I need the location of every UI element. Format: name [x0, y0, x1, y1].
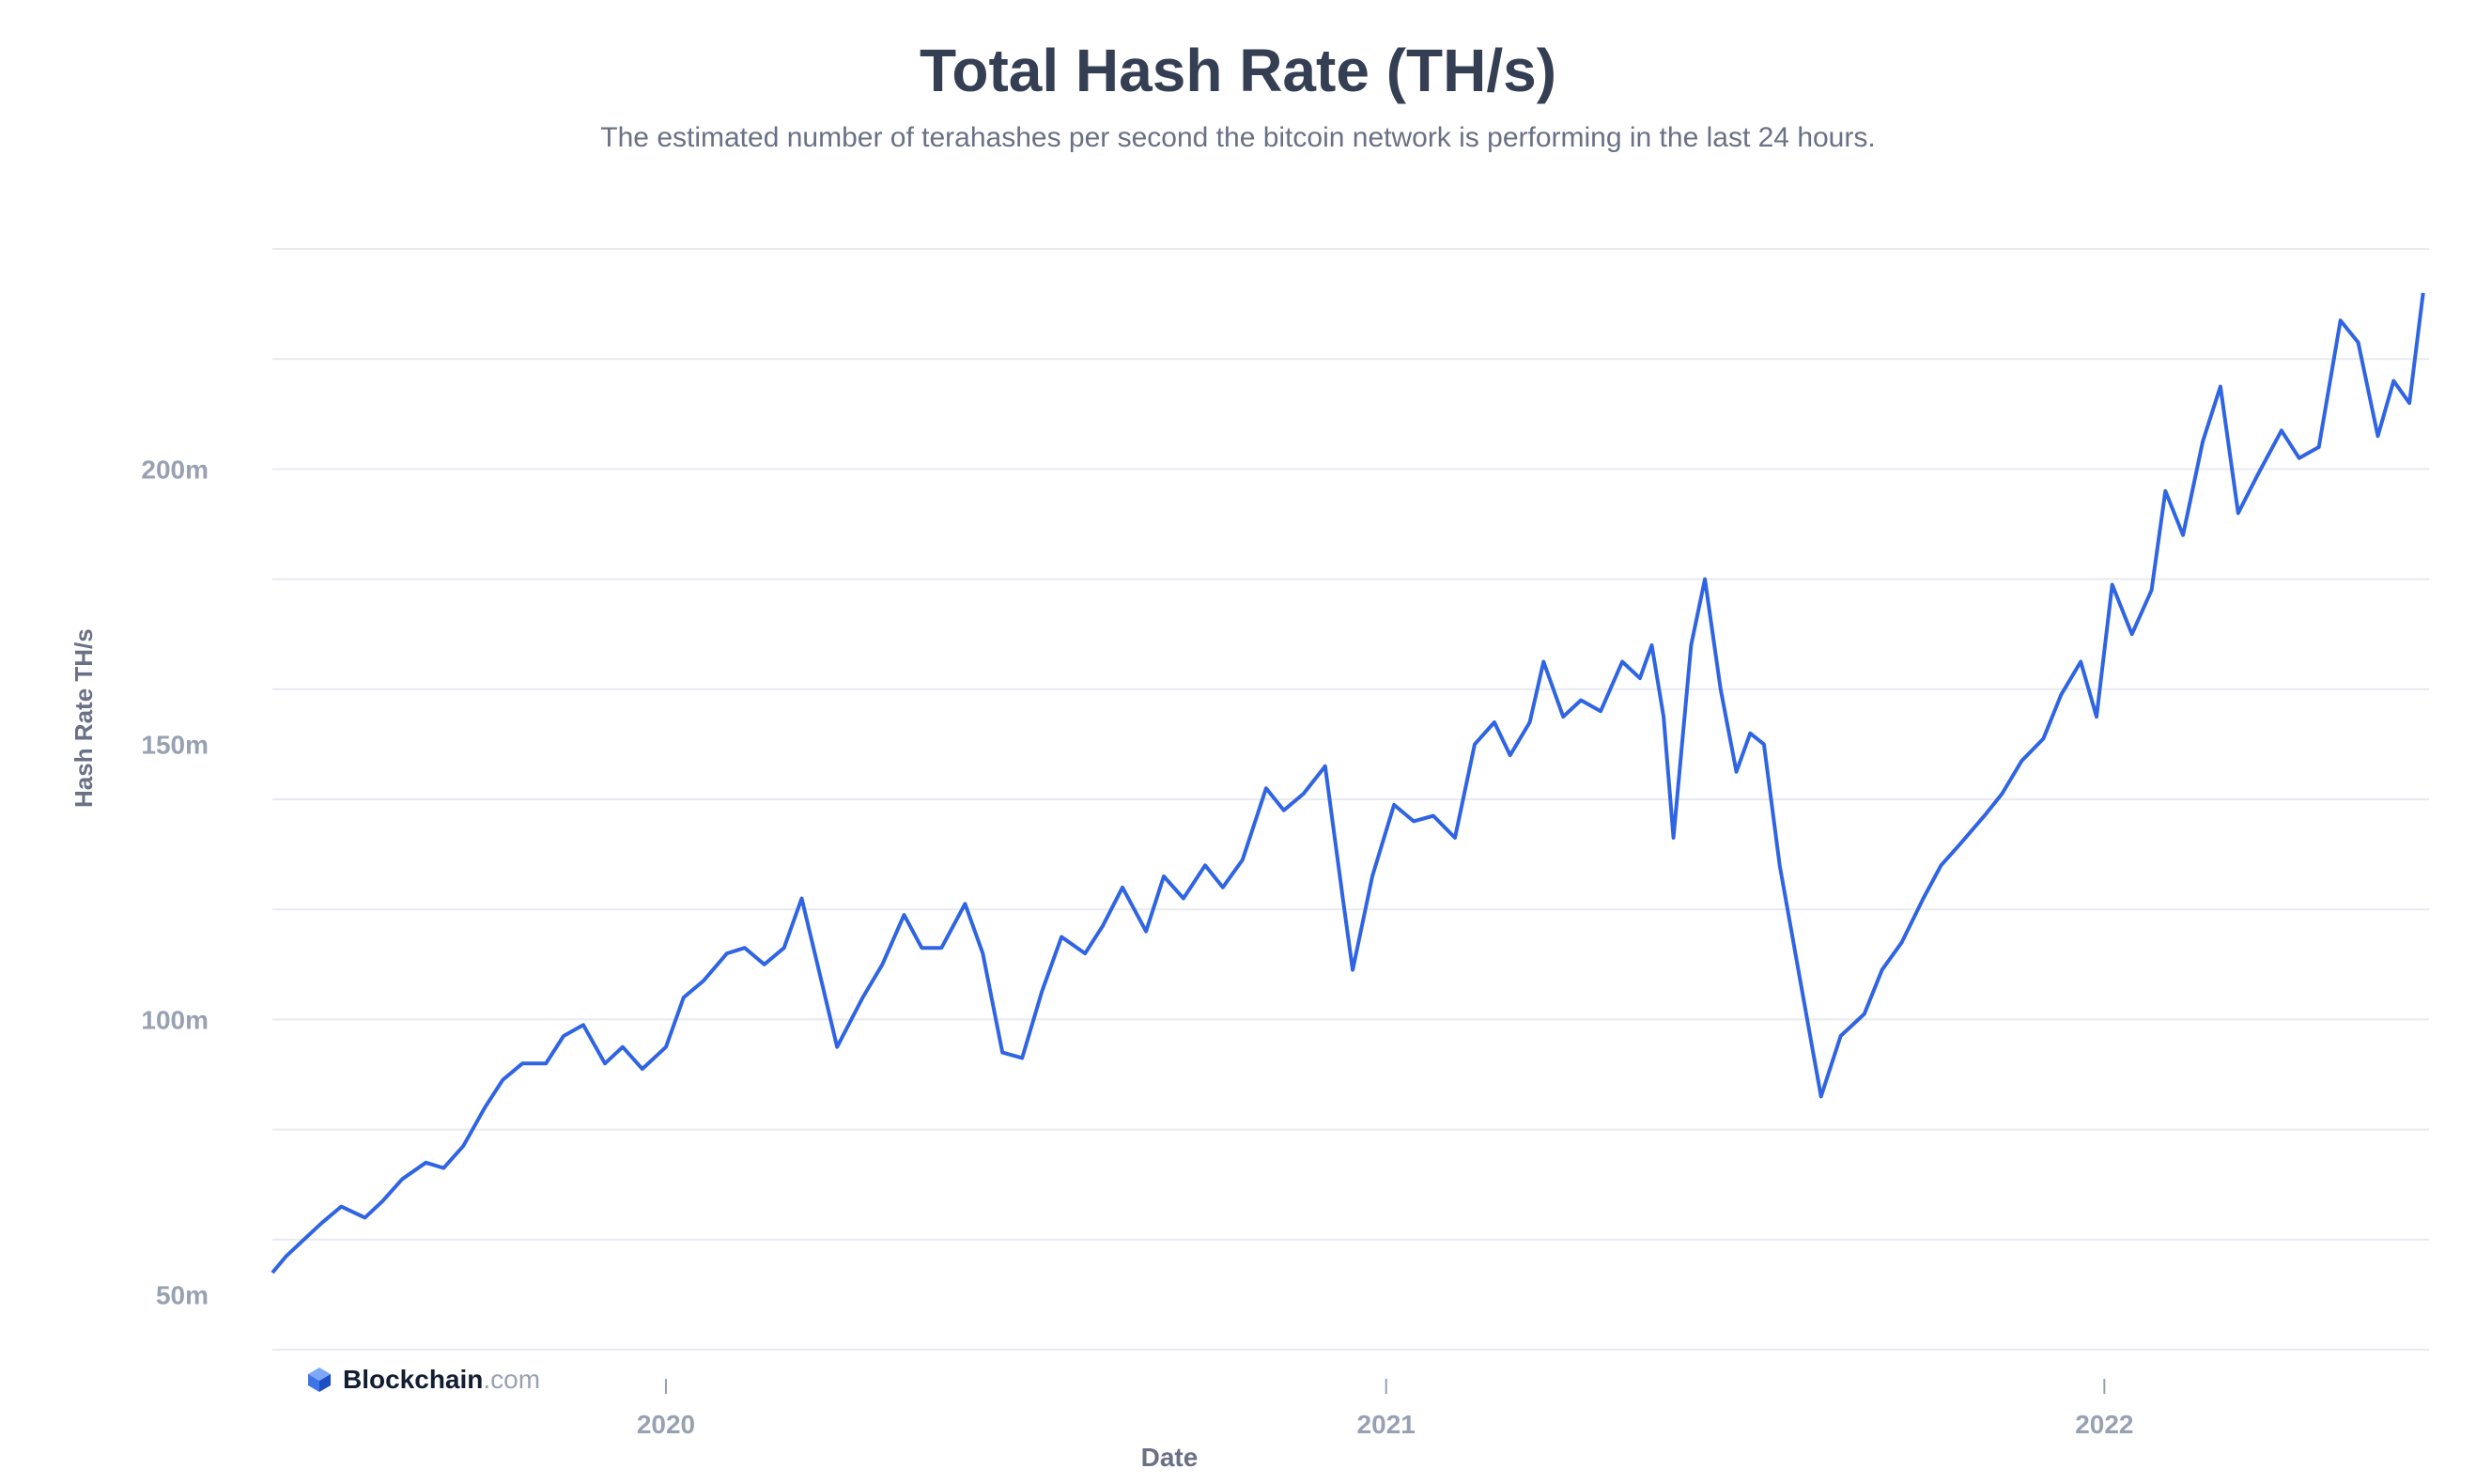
y-tick-label: 100m	[141, 1005, 209, 1034]
y-axis-ticks: 50m 100m 150m 200m	[141, 455, 209, 1309]
logo-wordmark: Blockchain.com	[343, 1365, 540, 1395]
y-tick-label: 50m	[156, 1280, 209, 1309]
grid-lines	[272, 248, 2429, 1351]
x-tick-label: 2022	[2075, 1410, 2133, 1439]
x-tick-label: 2021	[1357, 1410, 1416, 1439]
x-axis-label: Date	[1140, 1443, 1199, 1472]
x-tick-label: 2020	[637, 1410, 695, 1439]
chart-subtitle: The estimated number of terahashes per s…	[600, 122, 1876, 153]
blockchain-cube-icon	[308, 1368, 331, 1392]
chart-title: Total Hash Rate (TH/s)	[920, 37, 1556, 104]
logo-brand: Blockchain	[343, 1365, 484, 1394]
x-axis-ticks: 2020 2021 2022	[637, 1379, 2133, 1439]
hash-rate-series-line[interactable]	[271, 292, 2425, 1275]
y-axis-label: Hash Rate TH/s	[70, 628, 98, 808]
blockchain-logo[interactable]: Blockchain.com	[305, 1365, 540, 1395]
y-tick-label: 200m	[141, 455, 209, 484]
y-tick-label: 150m	[141, 730, 209, 759]
logo-domain: .com	[483, 1365, 541, 1394]
